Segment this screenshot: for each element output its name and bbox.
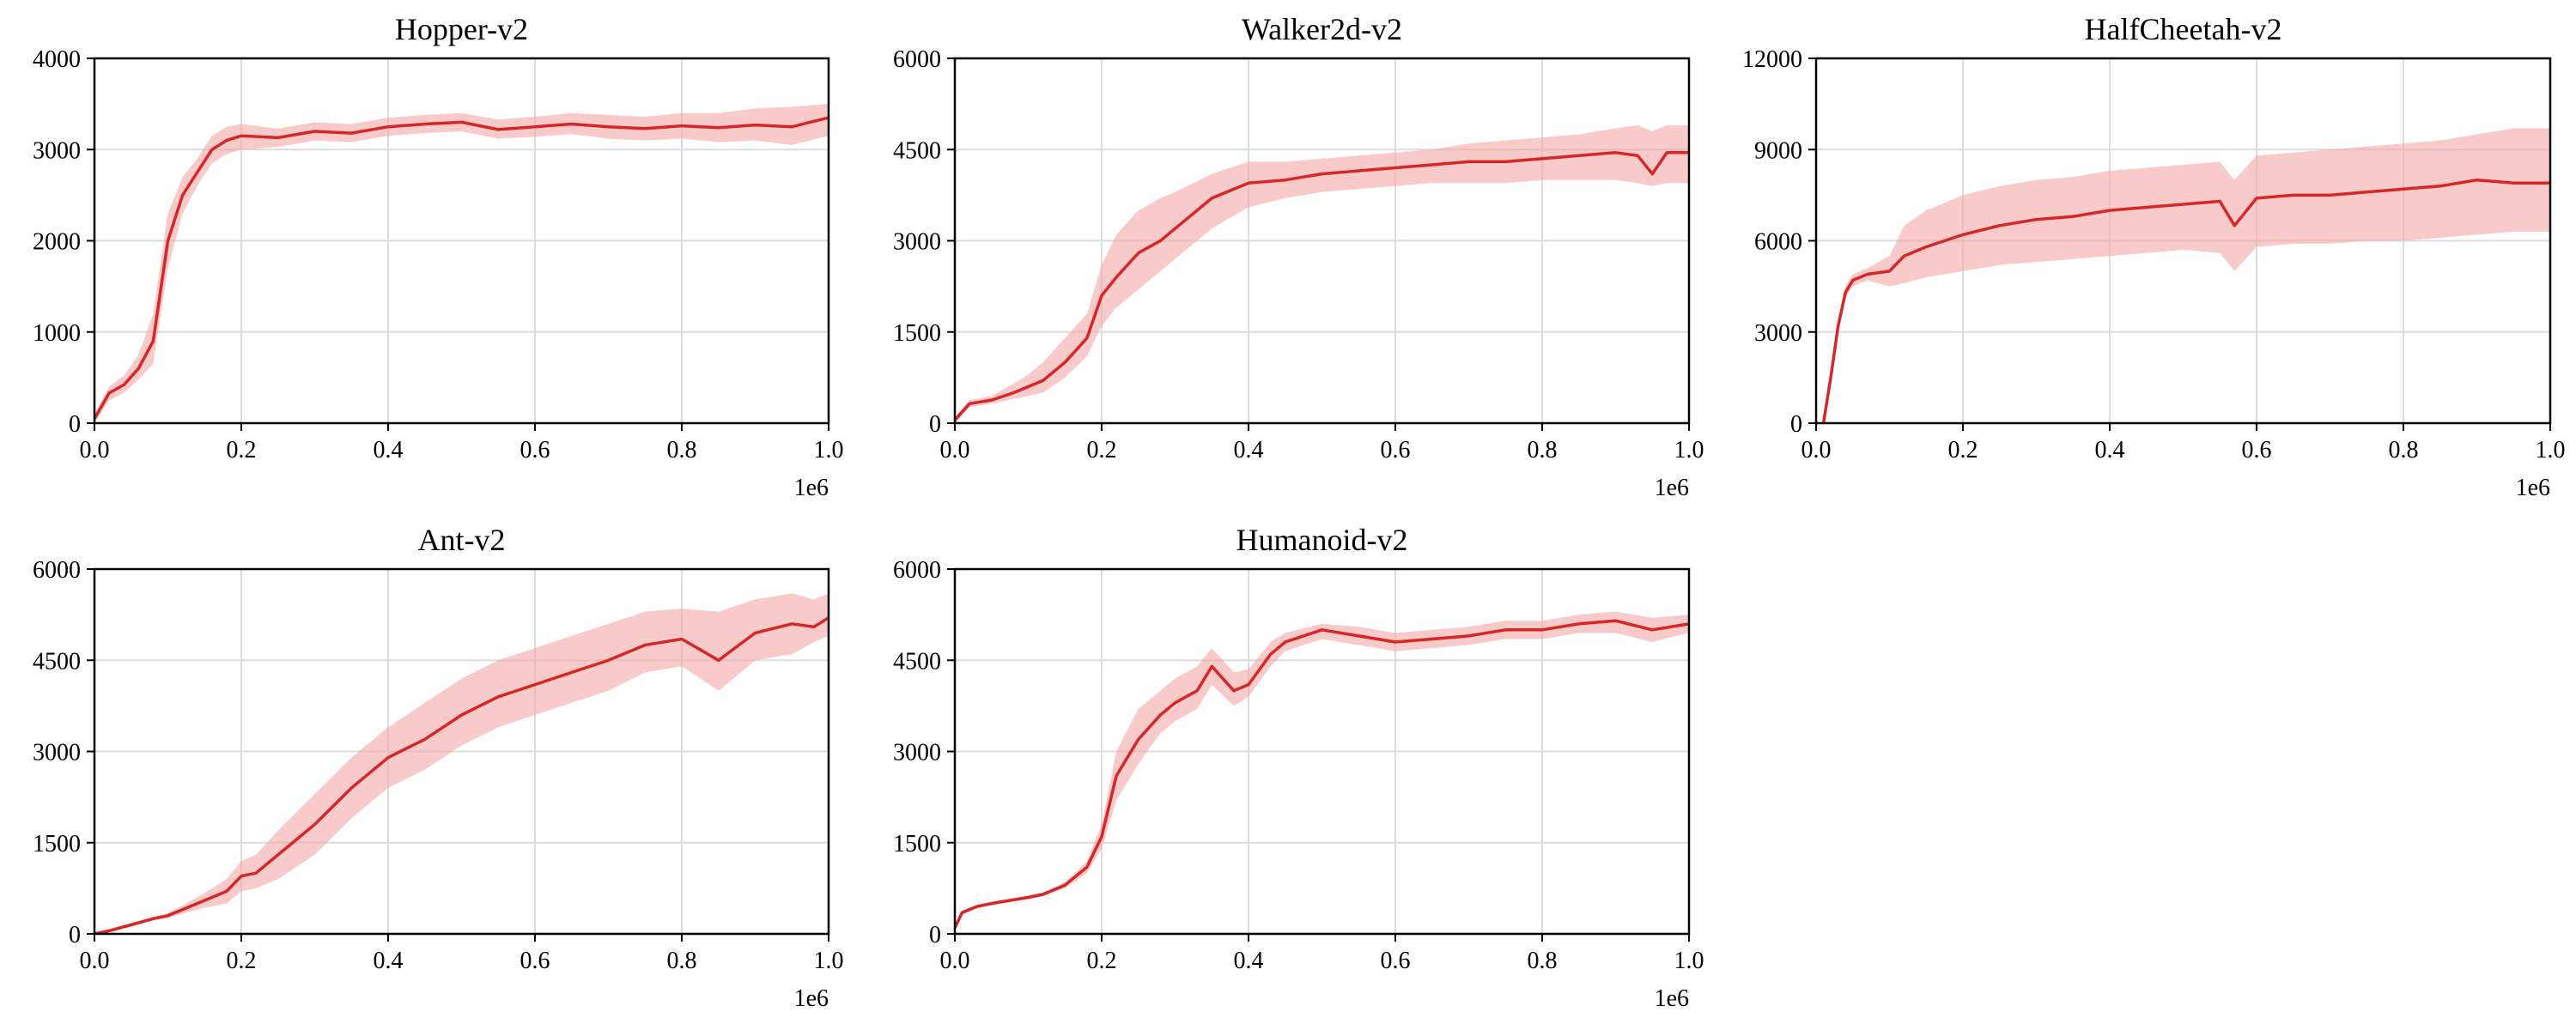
y-tick-label: 3000: [33, 137, 81, 164]
x-tick-label: 0.4: [1234, 437, 1264, 464]
x-tick-label: 0.2: [1948, 437, 1978, 464]
y-tick-label: 12000: [1742, 46, 1802, 73]
x-tick-label: 1.0: [1674, 437, 1704, 464]
x-offset-label: 1e6: [794, 475, 829, 501]
y-tick-label: 6000: [1754, 229, 1802, 256]
x-tick-label: 0.8: [2389, 437, 2419, 464]
chart-panel: 0.0 0.2 0.4 0.6 0.8 1.0 0 3000 6000 9000 12000 1e6 H…: [1742, 12, 2566, 501]
y-tick-label: 0: [929, 411, 941, 438]
y-tick-label: 3000: [893, 229, 941, 256]
chart-title: Hopper-v2: [395, 12, 528, 46]
confidence-band: [1823, 128, 2550, 423]
chart-panel: 0.0 0.2 0.4 0.6 0.8 1.0 0 1500 3000 4500 6000 1e6 An…: [33, 523, 844, 1012]
y-tick-label: 0: [69, 922, 81, 948]
x-offset-label: 1e6: [794, 985, 829, 1012]
y-tick-label: 4500: [893, 648, 941, 675]
x-tick-label: 0.8: [1528, 948, 1558, 974]
x-tick-label: 0.2: [227, 948, 257, 974]
x-offset-label: 1e6: [1655, 985, 1689, 1012]
x-tick-label: 0.6: [1381, 948, 1411, 974]
x-tick-label: 0.2: [1087, 437, 1117, 464]
x-tick-label: 0.0: [940, 948, 970, 974]
y-tick-label: 1000: [33, 320, 81, 347]
x-tick-label: 0.6: [1381, 437, 1411, 464]
x-tick-label: 0.4: [2095, 437, 2125, 464]
chart-title: Humanoid-v2: [1236, 523, 1408, 557]
y-tick-label: 6000: [893, 557, 941, 584]
chart-title: Ant-v2: [418, 523, 506, 557]
chart-panel: 0.0 0.2 0.4 0.6 0.8 1.0 0 1000 2000 3000 4000 1e6 Ho…: [33, 12, 844, 501]
y-tick-label: 3000: [1754, 320, 1802, 347]
y-tick-label: 6000: [33, 557, 81, 584]
x-tick-label: 1.0: [2536, 437, 2566, 464]
x-tick-label: 0.8: [667, 948, 697, 974]
y-tick-label: 3000: [33, 740, 81, 766]
y-tick-label: 9000: [1754, 137, 1802, 164]
confidence-band: [94, 593, 829, 934]
series-line: [1821, 178, 2550, 423]
x-tick-label: 0.6: [520, 437, 550, 464]
x-offset-label: 1e6: [2516, 475, 2550, 501]
y-tick-label: 1500: [893, 831, 941, 857]
y-tick-label: 0: [929, 922, 941, 948]
y-tick-label: 4000: [33, 46, 81, 73]
y-tick-label: 4500: [33, 648, 81, 675]
x-tick-label: 0.0: [1801, 437, 1832, 464]
series-line: [955, 619, 1689, 929]
y-tick-label: 1500: [893, 320, 941, 347]
y-tick-label: 0: [69, 411, 81, 438]
y-tick-label: 1500: [33, 831, 81, 857]
x-tick-label: 0.0: [80, 437, 110, 464]
x-tick-label: 0.8: [667, 437, 697, 464]
chart-panel: 0.0 0.2 0.4 0.6 0.8 1.0 0 1500 3000 4500 6000 1e6 Hu…: [893, 523, 1704, 1012]
x-tick-label: 0.4: [374, 437, 404, 464]
chart-panel: 0.0 0.2 0.4 0.6 0.8 1.0 0 1500 3000 4500 6000 1e6 Wa…: [893, 12, 1704, 501]
x-tick-label: 0.2: [1087, 948, 1117, 974]
y-tick-label: 0: [1790, 411, 1802, 438]
x-tick-label: 0.4: [374, 948, 404, 974]
x-tick-label: 0.0: [940, 437, 970, 464]
chart-title: Walker2d-v2: [1242, 12, 1402, 46]
x-tick-label: 1.0: [1674, 948, 1704, 974]
x-tick-label: 0.4: [1234, 948, 1264, 974]
x-tick-label: 0.6: [520, 948, 550, 974]
x-tick-label: 0.0: [80, 948, 110, 974]
x-tick-label: 1.0: [814, 948, 844, 974]
x-tick-label: 0.8: [1528, 437, 1558, 464]
x-offset-label: 1e6: [1655, 475, 1689, 501]
y-tick-label: 3000: [893, 740, 941, 766]
series-line: [955, 151, 1689, 421]
x-tick-label: 0.6: [2242, 437, 2272, 464]
x-tick-label: 1.0: [814, 437, 844, 464]
y-tick-label: 6000: [893, 46, 941, 73]
x-tick-label: 0.2: [227, 437, 257, 464]
confidence-band: [94, 104, 829, 423]
confidence-band: [955, 124, 1689, 423]
y-tick-label: 2000: [33, 229, 81, 256]
series-line: [94, 616, 829, 934]
y-tick-label: 4500: [893, 137, 941, 164]
chart-title: HalfCheetah-v2: [2085, 12, 2282, 46]
series-line: [94, 116, 829, 420]
